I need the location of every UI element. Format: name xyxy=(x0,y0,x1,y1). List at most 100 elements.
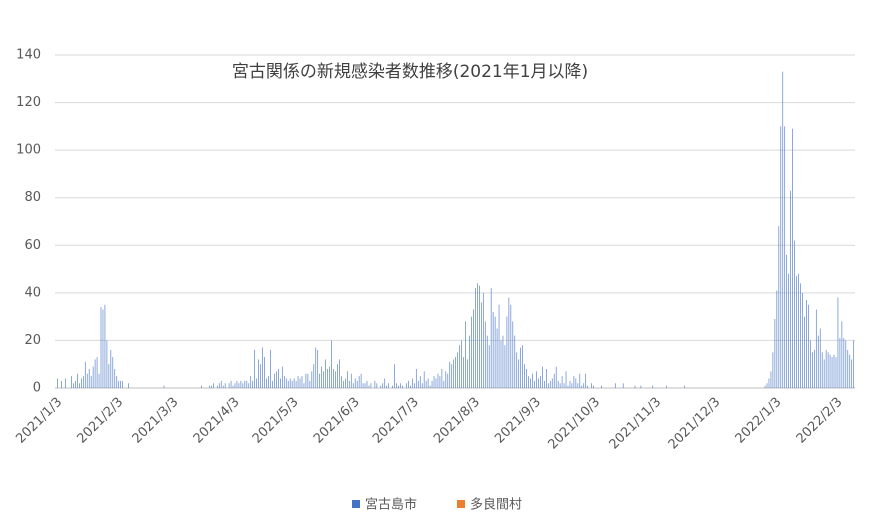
bar xyxy=(343,380,344,388)
bar xyxy=(536,371,537,388)
bar xyxy=(398,385,399,388)
bar xyxy=(823,359,825,388)
bar xyxy=(317,349,319,388)
bar xyxy=(104,304,106,388)
bar xyxy=(827,352,829,388)
bar xyxy=(65,378,66,388)
bar xyxy=(295,380,297,388)
bar xyxy=(833,354,835,388)
bar xyxy=(412,378,413,388)
bar xyxy=(843,338,845,388)
bar xyxy=(583,383,585,388)
bar xyxy=(106,340,108,388)
bar xyxy=(79,383,80,388)
bar xyxy=(766,383,768,388)
bar xyxy=(780,126,782,388)
bar xyxy=(339,359,340,388)
bar xyxy=(441,368,443,388)
bar xyxy=(451,364,453,388)
bar xyxy=(490,288,492,388)
bar xyxy=(421,383,423,388)
bar xyxy=(356,380,358,388)
bar xyxy=(301,376,303,388)
bar xyxy=(327,368,328,388)
bar xyxy=(819,328,821,388)
y-tick-label: 120 xyxy=(16,95,41,110)
bar xyxy=(447,373,449,388)
bar xyxy=(845,340,847,388)
bar xyxy=(285,378,287,388)
bar xyxy=(376,383,378,388)
bar xyxy=(772,352,774,388)
bar xyxy=(591,383,592,388)
bar xyxy=(266,378,267,388)
bar xyxy=(471,316,472,388)
bar xyxy=(350,373,352,388)
bar xyxy=(512,321,514,388)
bar xyxy=(484,321,486,388)
bar xyxy=(808,304,809,388)
bar xyxy=(431,380,433,388)
bar xyxy=(400,383,401,388)
bar xyxy=(500,340,502,388)
bar xyxy=(102,309,104,388)
bar xyxy=(480,302,482,388)
bar xyxy=(402,385,403,388)
bar xyxy=(524,364,525,388)
bar xyxy=(538,378,539,388)
bar xyxy=(276,371,277,388)
bar xyxy=(110,349,112,388)
bar xyxy=(305,373,307,388)
bar xyxy=(307,373,309,388)
bar xyxy=(516,352,518,388)
bar xyxy=(114,368,116,388)
bar xyxy=(477,283,478,388)
bar xyxy=(540,376,541,388)
bar xyxy=(482,292,484,388)
bar xyxy=(256,378,257,388)
bar xyxy=(510,304,512,388)
bar xyxy=(325,359,326,388)
bar xyxy=(817,335,819,388)
bar xyxy=(459,345,460,388)
bar xyxy=(496,328,498,388)
bar xyxy=(553,373,555,388)
y-tick-label: 140 xyxy=(16,48,41,63)
bar xyxy=(234,383,236,388)
bar xyxy=(530,378,531,388)
bar xyxy=(345,378,346,388)
bar xyxy=(384,378,386,388)
bar xyxy=(581,385,583,388)
bar xyxy=(800,283,801,388)
bar xyxy=(518,359,520,388)
y-tick-label: 0 xyxy=(33,381,41,396)
bar xyxy=(386,385,388,388)
bar xyxy=(853,340,855,388)
bar xyxy=(252,380,254,388)
bar xyxy=(774,319,776,388)
bar xyxy=(341,376,342,388)
bar xyxy=(429,385,431,388)
bar xyxy=(413,383,415,388)
bar xyxy=(439,376,441,388)
bar xyxy=(425,380,427,388)
bar xyxy=(821,352,823,388)
bar xyxy=(461,340,462,388)
bar xyxy=(278,368,279,388)
bar xyxy=(555,366,557,388)
bar xyxy=(788,273,789,388)
bar xyxy=(806,299,807,388)
bar xyxy=(392,385,393,388)
bar xyxy=(410,385,411,388)
bar xyxy=(370,383,372,388)
bar xyxy=(236,380,238,388)
bar xyxy=(321,366,322,388)
bar xyxy=(323,371,324,388)
bar xyxy=(216,385,218,388)
bar xyxy=(463,357,464,388)
bar xyxy=(228,383,230,388)
bar xyxy=(374,380,376,388)
bar xyxy=(796,276,797,388)
bar xyxy=(248,383,250,388)
bar xyxy=(634,385,636,388)
